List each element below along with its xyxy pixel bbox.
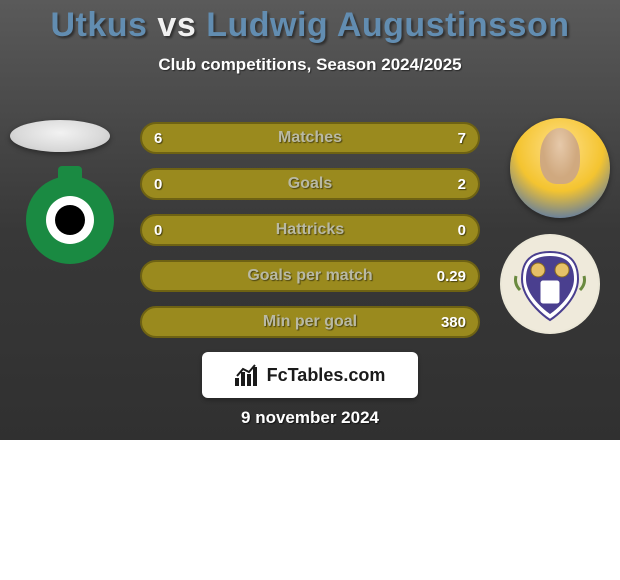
stat-right-value: 7	[458, 130, 466, 147]
stat-right-value: 2	[458, 176, 466, 193]
stat-left-value: 0	[154, 176, 162, 193]
anderlecht-crest-icon	[500, 234, 600, 334]
title-player-right: Ludwig Augustinsson	[206, 6, 569, 44]
stat-row: Min per goal380	[140, 306, 480, 338]
stat-right-value: 380	[441, 314, 466, 331]
title-vs: vs	[157, 6, 196, 44]
stat-row: 0Goals2	[140, 168, 480, 200]
stat-row: 6Matches7	[140, 122, 480, 154]
date-label: 9 november 2024	[0, 408, 620, 428]
stat-row: Goals per match0.29	[140, 260, 480, 292]
stats-container: 6Matches70Goals20Hattricks0Goals per mat…	[140, 122, 480, 338]
stat-left-value: 6	[154, 130, 162, 147]
branding-text: FcTables.com	[267, 365, 386, 386]
stat-label: Hattricks	[142, 221, 478, 239]
branding-box: FcTables.com	[202, 352, 418, 398]
title-player-left: Utkus	[50, 6, 147, 44]
club-crest-right	[500, 234, 600, 334]
foreground-grass	[0, 440, 620, 580]
stat-label: Goals per match	[142, 267, 478, 285]
stat-label: Goals	[142, 175, 478, 193]
crest-ball-icon	[55, 205, 85, 235]
stat-row: 0Hattricks0	[140, 214, 480, 246]
stat-right-value: 0.29	[437, 268, 466, 285]
stat-label: Matches	[142, 129, 478, 147]
club-crest-left	[20, 170, 120, 270]
stat-left-value: 0	[154, 222, 162, 239]
subtitle: Club competitions, Season 2024/2025	[0, 55, 620, 75]
page-title: Utkus vs Ludwig Augustinsson	[0, 0, 620, 45]
content-wrapper: Utkus vs Ludwig Augustinsson Club compet…	[0, 0, 620, 75]
stat-label: Min per goal	[142, 313, 478, 331]
player-right-avatar	[510, 118, 610, 218]
crest-inner-ring	[46, 196, 94, 244]
fctables-logo-icon	[235, 364, 261, 386]
stat-right-value: 0	[458, 222, 466, 239]
player-left-avatar	[10, 120, 110, 152]
